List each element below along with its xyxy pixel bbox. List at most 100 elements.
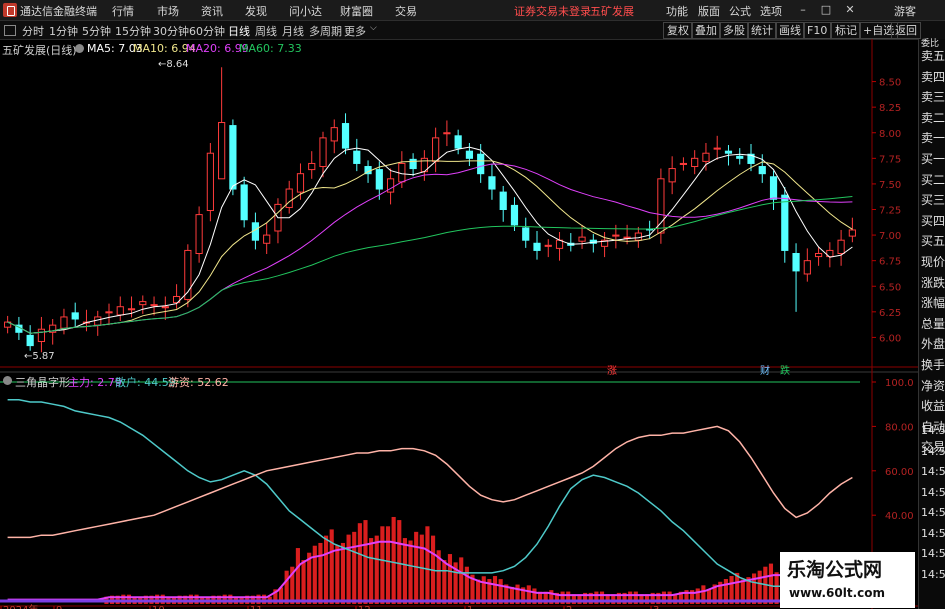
btn-multi-stock[interactable]: 多股 [719, 22, 749, 39]
price-tick-label: 6.75 [879, 257, 901, 268]
maximize-icon[interactable]: □ [820, 3, 832, 16]
menu-discover[interactable]: 发现 [245, 5, 267, 18]
btn-mark[interactable]: 标记 [831, 22, 861, 39]
menu-formula[interactable]: 公式 [729, 5, 751, 18]
indicator-settings-icon[interactable] [3, 376, 12, 385]
minimize-icon[interactable]: – [800, 3, 806, 16]
period-60min[interactable]: 60分钟 [189, 25, 225, 38]
indicator-bar [611, 594, 616, 604]
indicator-title[interactable]: 三角晶字形 [15, 376, 70, 389]
indicator-bar [509, 586, 514, 604]
candle-body [26, 334, 34, 347]
indicator-bar [222, 594, 227, 604]
candle-body [679, 162, 688, 165]
indicator-bar [678, 591, 683, 604]
x-tick-label: 9 [56, 605, 62, 609]
candle-body [285, 188, 293, 208]
event-mark-finance[interactable]: 财 [760, 366, 770, 377]
ma20-label: MA20: 6.99 [186, 42, 249, 55]
login-warning[interactable]: 证券交易未登录 [514, 5, 591, 18]
indicator-bar [369, 538, 374, 604]
ma10-line [7, 160, 853, 334]
more-chevron-icon[interactable]: ⌵ [370, 23, 377, 33]
close-icon[interactable]: ✕ [845, 3, 855, 16]
period-5min[interactable]: 5分钟 [82, 25, 111, 38]
candle-body [172, 295, 181, 304]
menu-news[interactable]: 资讯 [201, 5, 223, 18]
user-label[interactable]: 游客 [894, 5, 916, 18]
ma60-label: MA60: 7.33 [239, 42, 302, 55]
ma5-label: MA5: 7.03 [87, 42, 143, 55]
btn-f10[interactable]: F10 [803, 22, 832, 39]
period-1min[interactable]: 1分钟 [49, 25, 78, 38]
indicator-bar [414, 531, 419, 604]
btn-draw[interactable]: 画线 [775, 22, 805, 39]
period-monthly[interactable]: 月线 [282, 25, 304, 38]
indicator-bar [402, 538, 407, 604]
indicator-bar [684, 590, 689, 604]
candle-body [634, 232, 642, 241]
period-more[interactable]: 更多 [344, 25, 366, 38]
menu-ask[interactable]: 问小达 [289, 5, 322, 18]
candle-body [668, 168, 676, 183]
menu-wealth[interactable]: 财富圈 [340, 5, 373, 18]
indicator-bar [701, 585, 706, 604]
btn-add-watch[interactable]: +自选 [859, 22, 899, 39]
indicator-bar [645, 594, 650, 604]
candle-body [308, 162, 316, 171]
indicator-bar [352, 531, 357, 604]
indicator-bar [515, 584, 520, 604]
period-30min[interactable]: 30分钟 [153, 25, 189, 38]
btn-overlay[interactable]: 叠加 [691, 22, 721, 39]
indicator-bar [408, 540, 413, 604]
indicator-bar [188, 594, 193, 604]
candle-body [330, 127, 338, 142]
period-weekly[interactable]: 周线 [255, 25, 277, 38]
ma10-label: MA10: 6.94 [133, 42, 196, 55]
candle-body [161, 306, 169, 309]
indicator-bar [628, 591, 633, 604]
ma60-line [7, 196, 853, 334]
indicator-bar [273, 589, 278, 604]
btn-stats[interactable]: 统计 [747, 22, 777, 39]
menu-options[interactable]: 选项 [760, 5, 782, 18]
event-mark-down[interactable]: 跌 [780, 366, 790, 377]
candle-body [510, 204, 519, 226]
indicator-axis: 100.0 80.00 60.00 40.00 [872, 378, 914, 522]
period-multi[interactable]: 多周期 [309, 25, 342, 38]
side-label-12: 涨幅 [921, 296, 945, 311]
event-mark-up[interactable]: 涨 [607, 366, 617, 377]
menu-function[interactable]: 功能 [666, 5, 688, 18]
menu-quotes[interactable]: 行情 [112, 5, 134, 18]
menu-layout[interactable]: 版面 [698, 5, 720, 18]
candle-body [150, 304, 158, 307]
indicator-bar [155, 594, 160, 604]
indicator-bar [476, 579, 481, 604]
indicator-bar [301, 560, 306, 604]
candle-body [612, 234, 620, 237]
indicator-bar [549, 590, 554, 604]
period-tick[interactable]: 分时 [22, 25, 44, 38]
side-label-6: 买二 [921, 172, 945, 187]
high-marker: ←8.64 [158, 59, 189, 70]
x-tick-label: 11 [250, 605, 263, 609]
settings-dot-icon[interactable] [75, 44, 84, 53]
side-label-2: 卖三 [921, 90, 945, 105]
menu-trade[interactable]: 交易 [395, 5, 417, 18]
menu-market[interactable]: 市场 [157, 5, 179, 18]
period-daily[interactable]: 日线 [228, 25, 250, 38]
period-15min[interactable]: 15分钟 [115, 25, 151, 38]
x-tick-label: 1 [467, 605, 473, 609]
candle-body [375, 169, 383, 190]
btn-back[interactable]: 返回 [891, 22, 921, 39]
indicator-bar [459, 557, 464, 604]
price-tick-label: 6.00 [879, 333, 901, 344]
chart-area[interactable]: 8.50 8.25 8.00 7.75 7.50 7.25 7.00 6.75 6.50 6.25… [0, 39, 918, 609]
layout-grid-icon[interactable] [4, 25, 16, 36]
indicator-bar [397, 520, 402, 604]
candle-body [341, 123, 350, 149]
btn-adjust[interactable]: 复权 [663, 22, 693, 39]
indicator-bar [706, 589, 712, 604]
x-tick-label: 2024年 [3, 603, 38, 609]
candle-body [139, 301, 147, 306]
